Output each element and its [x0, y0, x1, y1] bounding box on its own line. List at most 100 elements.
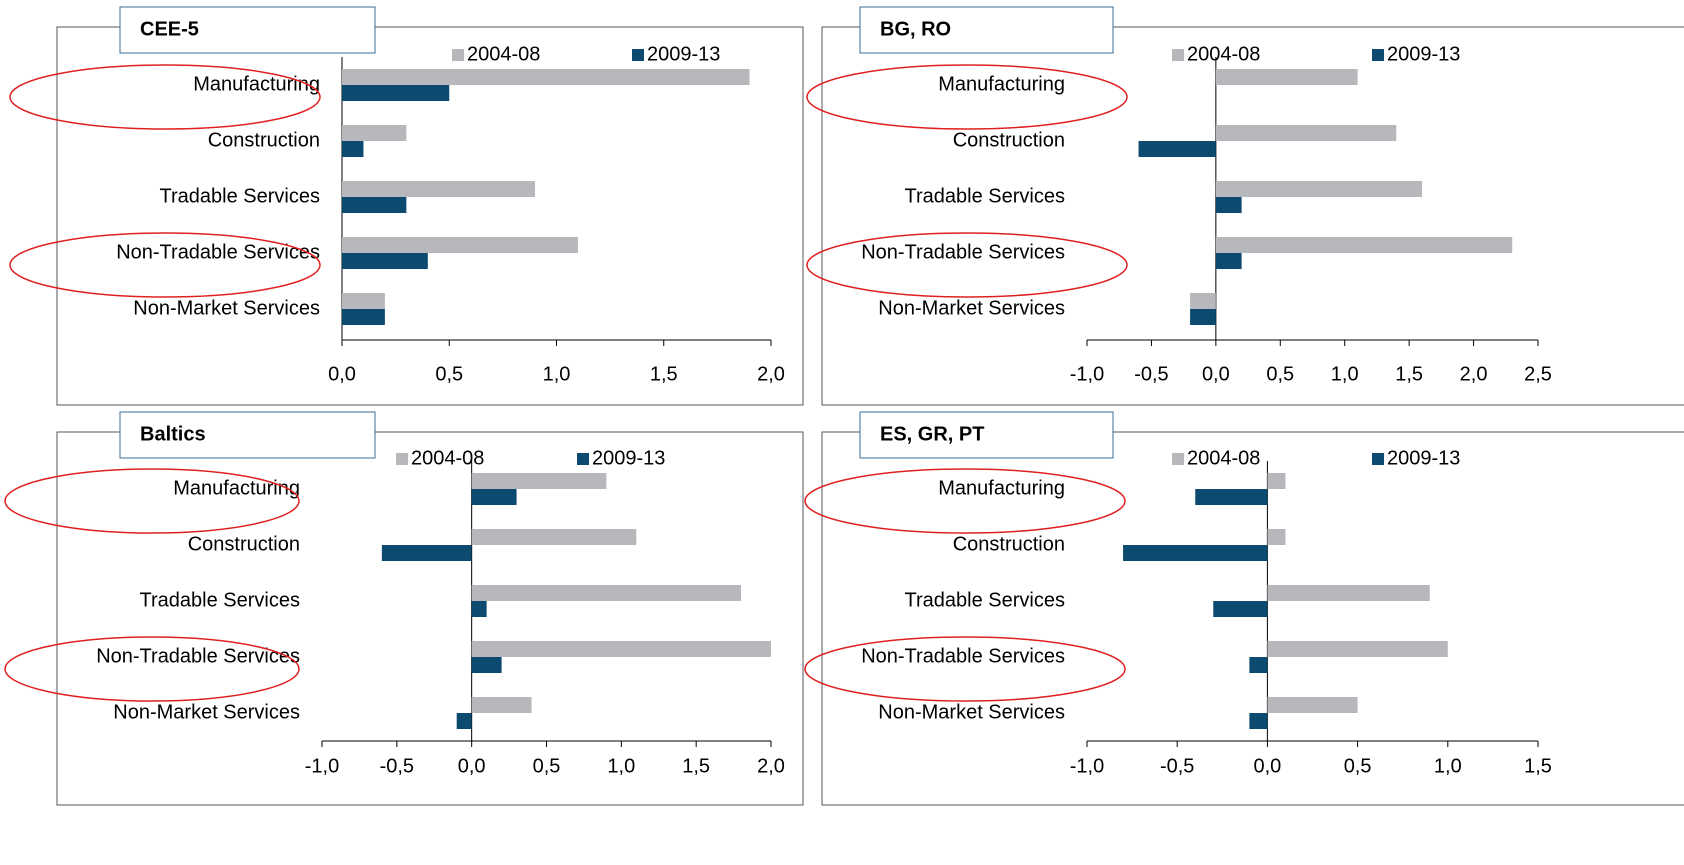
legend-swatch	[452, 49, 464, 61]
bar	[471, 697, 532, 713]
highlight-ellipse	[4, 468, 300, 534]
bar	[1215, 125, 1397, 141]
bar	[1215, 197, 1242, 213]
legend-swatch	[1372, 49, 1384, 61]
bar	[342, 197, 407, 213]
category-label: Construction	[208, 129, 320, 151]
bar	[471, 641, 771, 657]
bar	[342, 253, 428, 269]
bar	[1215, 237, 1513, 253]
bar	[1215, 69, 1358, 85]
legend-label: 2009-13	[1387, 43, 1460, 65]
category-label: Tradable Services	[905, 185, 1065, 207]
x-tick-label: 2,5	[1524, 363, 1552, 385]
category-label: Non-Market Services	[133, 297, 320, 319]
bar	[1215, 181, 1423, 197]
bar	[1267, 529, 1286, 545]
legend-swatch	[632, 49, 644, 61]
bar	[471, 601, 487, 617]
bar	[342, 125, 407, 141]
x-tick-label: 0,0	[1202, 363, 1230, 385]
bar	[381, 545, 472, 561]
bar	[1123, 545, 1268, 561]
x-tick-label: 1,5	[1524, 755, 1552, 777]
category-label: Tradable Services	[140, 589, 300, 611]
bar	[1138, 141, 1216, 157]
panel-title: ES, GR, PT	[880, 423, 984, 445]
x-tick-label: -0,5	[380, 755, 414, 777]
x-tick-label: 0,5	[533, 755, 561, 777]
bar	[1267, 585, 1430, 601]
bar	[342, 141, 364, 157]
category-label: Non-Tradable Services	[96, 645, 300, 667]
bar	[1190, 293, 1216, 309]
bar	[342, 237, 578, 253]
category-label: Non-Tradable Services	[861, 241, 1065, 263]
bar	[471, 657, 502, 673]
legend-swatch	[1172, 49, 1184, 61]
bar	[342, 69, 750, 85]
x-tick-label: 1,0	[1434, 755, 1462, 777]
x-tick-label: 2,0	[757, 755, 785, 777]
bar	[1249, 657, 1268, 673]
category-label: Manufacturing	[938, 477, 1065, 499]
x-tick-label: 2,0	[757, 363, 785, 385]
x-tick-label: 1,5	[682, 755, 710, 777]
bar	[1190, 309, 1216, 325]
title-box	[859, 411, 1114, 459]
title-box	[119, 411, 376, 459]
x-tick-label: -1,0	[1070, 363, 1104, 385]
panel-title: Baltics	[140, 423, 206, 445]
legend-label: 2004-08	[467, 43, 540, 65]
legend-swatch	[577, 453, 589, 465]
x-tick-label: 1,5	[650, 363, 678, 385]
category-label: Non-Tradable Services	[861, 645, 1065, 667]
legend-label: 2004-08	[1187, 447, 1260, 469]
bar	[456, 713, 472, 729]
highlight-ellipse	[9, 232, 321, 298]
category-label: Manufacturing	[938, 73, 1065, 95]
x-tick-label: -1,0	[1070, 755, 1104, 777]
bar	[1249, 713, 1268, 729]
bar	[471, 585, 742, 601]
x-tick-label: 0,5	[1266, 363, 1294, 385]
category-label: Construction	[188, 533, 300, 555]
bar	[471, 473, 607, 489]
title-box	[119, 6, 376, 54]
bar	[342, 181, 536, 197]
highlight-ellipse	[804, 468, 1126, 534]
bar	[342, 293, 385, 309]
category-label: Tradable Services	[160, 185, 320, 207]
x-tick-label: -1,0	[305, 755, 339, 777]
category-label: Non-Tradable Services	[116, 241, 320, 263]
title-box	[859, 6, 1114, 54]
bar	[1267, 473, 1286, 489]
x-tick-label: 0,0	[458, 755, 486, 777]
highlight-ellipse	[806, 232, 1128, 298]
highlight-ellipse	[9, 64, 321, 130]
x-tick-label: 0,0	[328, 363, 356, 385]
bar	[471, 489, 517, 505]
x-tick-label: -0,5	[1160, 755, 1194, 777]
highlight-ellipse	[806, 64, 1128, 130]
bar	[471, 529, 637, 545]
legend-label: 2004-08	[1187, 43, 1260, 65]
bar	[342, 85, 450, 101]
bar	[1213, 601, 1268, 617]
category-label: Construction	[953, 129, 1065, 151]
panel-frame	[56, 431, 804, 806]
category-label: Tradable Services	[905, 589, 1065, 611]
legend-label: 2004-08	[411, 447, 484, 469]
bar	[342, 309, 385, 325]
legend-swatch	[1372, 453, 1384, 465]
panel-frame	[821, 431, 1684, 806]
category-label: Construction	[953, 533, 1065, 555]
bar	[1267, 697, 1358, 713]
x-tick-label: -0,5	[1134, 363, 1168, 385]
panel-title: BG, RO	[880, 18, 951, 40]
category-label: Manufacturing	[193, 73, 320, 95]
legend-label: 2009-13	[647, 43, 720, 65]
x-tick-label: 0,5	[1344, 755, 1372, 777]
highlight-ellipse	[4, 636, 300, 702]
